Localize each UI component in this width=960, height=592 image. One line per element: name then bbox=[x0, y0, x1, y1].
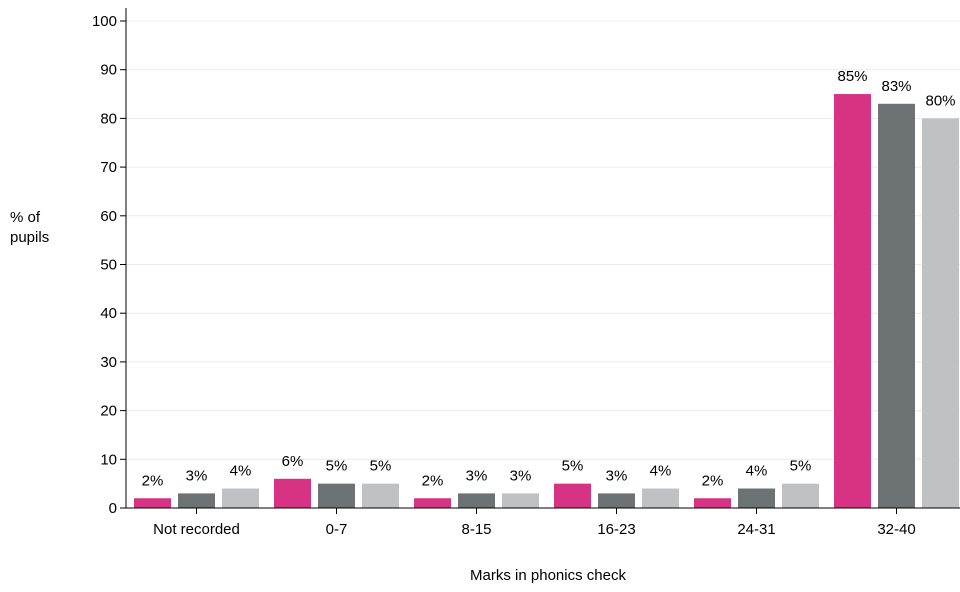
y-tick-label: 60 bbox=[100, 208, 117, 225]
bar bbox=[834, 94, 871, 509]
y-axis-label-line-2: pupils bbox=[10, 229, 50, 246]
bar-value-label: 6% bbox=[282, 453, 304, 470]
bar bbox=[458, 493, 495, 508]
data-labels: 2% 3% 4% 6% 5% 5% 2% 3% 3% 5% 3% 4% 2% 4% 5% 85% 83% 80% bbox=[142, 68, 956, 489]
bar-value-label: 4% bbox=[650, 463, 672, 480]
bar bbox=[274, 478, 311, 508]
y-tick-label: 30 bbox=[100, 354, 117, 371]
bar-value-label: 3% bbox=[186, 467, 208, 484]
bar-value-label: 4% bbox=[746, 463, 768, 480]
x-tick-label: Not recorded bbox=[153, 521, 240, 538]
bar bbox=[782, 483, 819, 508]
bar bbox=[642, 488, 679, 508]
y-tick-label: 10 bbox=[100, 451, 117, 468]
x-tick-label: 32-40 bbox=[877, 521, 915, 538]
bar-value-label: 85% bbox=[837, 68, 867, 85]
bar bbox=[362, 483, 399, 508]
x-tick-label: 0-7 bbox=[326, 521, 348, 538]
bar-value-label: 2% bbox=[702, 472, 724, 489]
bar-value-label: 5% bbox=[790, 458, 812, 475]
bar-value-label: 2% bbox=[422, 472, 444, 489]
bar bbox=[878, 103, 915, 508]
x-tick-label: 8-15 bbox=[461, 521, 491, 538]
x-axis-label: Marks in phonics check bbox=[470, 567, 626, 584]
x-tick-label: 24-31 bbox=[737, 521, 775, 538]
y-tick-label: 70 bbox=[100, 159, 117, 176]
y-axis-label-line-1: % of bbox=[10, 209, 41, 226]
bar bbox=[414, 498, 451, 508]
bar bbox=[134, 498, 171, 508]
bar-value-label: 80% bbox=[925, 92, 955, 109]
bars bbox=[134, 94, 959, 509]
bar-value-label: 3% bbox=[606, 467, 628, 484]
bar bbox=[502, 493, 539, 508]
y-tick-label: 100 bbox=[92, 13, 117, 30]
bar bbox=[554, 483, 591, 508]
bar-value-label: 3% bbox=[466, 467, 488, 484]
gridlines bbox=[126, 20, 960, 460]
bar bbox=[318, 483, 355, 508]
axes: 0 10 20 30 40 50 60 70 80 90 100 Not recorded 0-7 8-1… bbox=[92, 8, 960, 538]
bar-value-label: 3% bbox=[510, 467, 532, 484]
bar bbox=[222, 488, 259, 508]
x-tick-label: 16-23 bbox=[597, 521, 635, 538]
bar-value-label: 2% bbox=[142, 472, 164, 489]
y-tick-label: 20 bbox=[100, 403, 117, 420]
bar-value-label: 4% bbox=[230, 463, 252, 480]
bar-value-label: 83% bbox=[881, 78, 911, 95]
y-tick-label: 80 bbox=[100, 110, 117, 127]
bar-value-label: 5% bbox=[562, 458, 584, 475]
y-tick-label: 40 bbox=[100, 305, 117, 322]
bar bbox=[178, 493, 215, 508]
bar bbox=[738, 488, 775, 508]
bar bbox=[694, 498, 731, 508]
bar-value-label: 5% bbox=[326, 458, 348, 475]
bar bbox=[598, 493, 635, 508]
y-tick-label: 90 bbox=[100, 62, 117, 79]
bar bbox=[922, 118, 959, 509]
bar-value-label: 5% bbox=[370, 458, 392, 475]
y-tick-label: 50 bbox=[100, 257, 117, 274]
y-tick-label: 0 bbox=[109, 500, 117, 517]
